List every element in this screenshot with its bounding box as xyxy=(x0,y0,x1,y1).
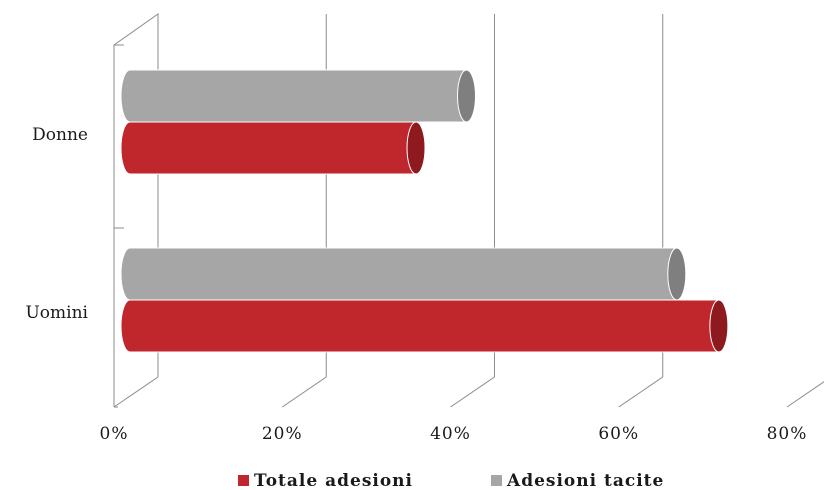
floor-gridline xyxy=(281,376,327,408)
x-tick-label: 60% xyxy=(598,424,639,444)
floor-gridline xyxy=(450,376,495,408)
legend-label: Adesioni tacite xyxy=(506,471,664,490)
bars xyxy=(120,69,729,353)
legend-item: Adesioni tacite xyxy=(491,471,664,490)
bar-end-cap xyxy=(457,69,476,123)
bar-end-cap xyxy=(406,121,426,175)
bar xyxy=(120,69,476,123)
floor-gridline xyxy=(786,381,824,408)
bar-end-cap xyxy=(667,247,687,301)
x-axis-tick-labels: 0% 20% 40% 60% 80% xyxy=(100,424,808,444)
x-tick-label: 80% xyxy=(767,424,808,444)
category-label: Donne xyxy=(32,125,88,145)
bar xyxy=(120,247,687,301)
floor-gridline xyxy=(618,376,664,408)
legend-swatch xyxy=(491,475,502,486)
x-tick-label: 20% xyxy=(262,424,303,444)
legend-item: Totale adesioni xyxy=(238,471,413,490)
legend-label: Totale adesioni xyxy=(254,471,413,490)
x-tick-label: 40% xyxy=(430,424,471,444)
floor-gridline xyxy=(113,376,159,408)
x-tick-label: 0% xyxy=(100,424,129,444)
legend-swatch xyxy=(238,475,249,486)
legend: Totale adesioni Adesioni tacite xyxy=(238,471,664,490)
category-labels: Donne Uomini xyxy=(25,125,88,323)
bar-end-cap xyxy=(709,299,729,353)
bar xyxy=(120,299,729,353)
bar xyxy=(120,121,426,175)
category-label: Uomini xyxy=(25,303,88,323)
